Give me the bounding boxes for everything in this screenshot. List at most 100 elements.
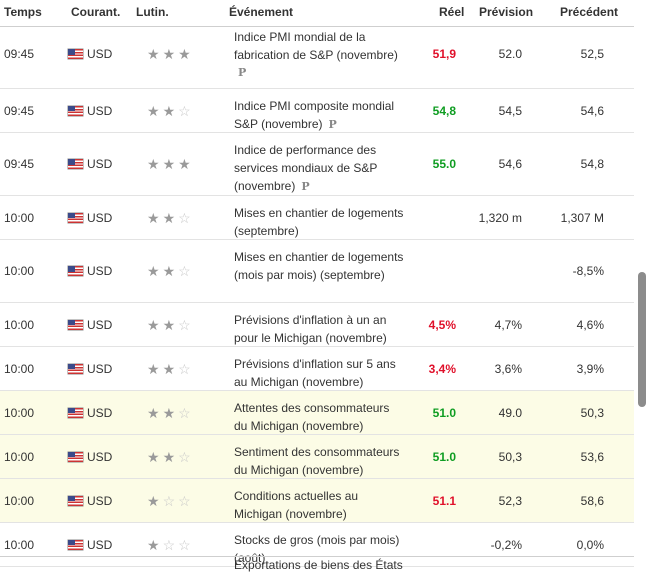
event-name-text[interactable]: Sentiment des consommateurs du Michigan … (234, 445, 400, 477)
star-icon: ★ (147, 536, 160, 553)
currency-code: USD (87, 157, 113, 171)
header-currency[interactable]: Courant. (71, 5, 121, 19)
event-forecast: 1,320 m (478, 210, 522, 225)
event-actual: 51.0 (432, 405, 456, 420)
event-currency: USD (68, 89, 112, 132)
star-icon: ☆ (178, 263, 191, 279)
currency-code: USD (87, 361, 113, 376)
event-currency: USD (68, 347, 112, 390)
event-previous: 1,307 M (560, 210, 604, 225)
currency-code: USD (87, 493, 113, 508)
star-icon: ☆ (178, 448, 191, 465)
us-flag-icon (68, 266, 83, 276)
event-previous: 53,6 (580, 449, 604, 464)
event-name-text[interactable]: Indice PMI mondial de la fabrication de … (234, 30, 398, 62)
table-row[interactable]: 10:00 USD ★ ★ ☆ Prévisions d'inflation sur 5 … (0, 347, 634, 391)
star-icon: ★ (147, 316, 160, 333)
importance-stars: ★ ★ ☆ (147, 391, 194, 434)
event-name-text[interactable]: Mises en chantier de logements (septembr… (234, 206, 404, 238)
us-flag-icon (68, 363, 83, 374)
importance-stars: ★ ★ ★ (147, 20, 194, 88)
event-forecast: -0,2% (490, 537, 522, 552)
event-name[interactable]: Conditions actuelles au Michigan (novemb… (234, 479, 404, 531)
star-icon: ★ (162, 448, 176, 465)
event-previous: 54,8 (580, 157, 604, 171)
star-icon: ☆ (178, 102, 191, 119)
star-icon: ★ (147, 360, 160, 377)
importance-stars: ★ ★ ☆ (147, 435, 194, 478)
partial-next-row-event[interactable]: Exportations de biens des États (234, 558, 403, 572)
event-actual: 3,4% (428, 361, 456, 376)
us-flag-icon (68, 539, 83, 550)
table-row[interactable]: 10:00 USD ★ ★ ☆ Prévisions d'inflation à un a… (0, 303, 634, 347)
star-icon: ★ (162, 263, 176, 279)
event-time: 10:00 (4, 493, 35, 508)
economic-calendar-table: 09:45 USD ★ ★ ★ Indice PMI mondial de la fabr… (0, 20, 634, 567)
event-name-text[interactable]: Prévisions d'inflation sur 5 ans au Mich… (234, 357, 396, 389)
event-name-text[interactable]: Indice de performance des services mondi… (234, 143, 378, 193)
table-row[interactable]: 10:00 USD ★ ★ ☆ Attentes des consommateurs du… (0, 391, 634, 435)
event-name-text[interactable]: Conditions actuelles au Michigan (novemb… (234, 489, 359, 521)
event-currency: USD (68, 435, 112, 478)
scrollbar[interactable] (634, 0, 649, 565)
header-time[interactable]: Temps (4, 5, 42, 19)
star-icon: ★ (147, 404, 160, 421)
star-icon: ☆ (178, 536, 191, 553)
event-name-text[interactable]: Stocks de gros (mois par mois) (août) (234, 533, 400, 565)
event-name[interactable]: Attentes des consommateurs du Michigan (… (234, 391, 404, 443)
scrollbar-thumb[interactable] (638, 272, 646, 407)
table-row[interactable]: 10:00 USD ★ ★ ☆ Mises en chantier de logement… (0, 240, 634, 303)
event-currency: USD (68, 196, 112, 239)
importance-stars: ★ ★ ☆ (147, 240, 194, 302)
table-row[interactable]: 09:45 USD ★ ★ ☆ Indice PMI composite mondial … (0, 89, 634, 133)
event-name[interactable]: Prévisions d'inflation sur 5 ans au Mich… (234, 347, 404, 399)
header-forecast[interactable]: Prévision (479, 5, 534, 19)
event-name[interactable]: Prévisions d'inflation à un an pour le M… (234, 303, 404, 355)
event-actual (404, 196, 456, 239)
event-time: 09:45 (4, 47, 35, 61)
star-icon: ★ (147, 492, 160, 509)
table-row[interactable]: 10:00 USD ★ ☆ ☆ Conditions actuelles au Michi… (0, 479, 634, 523)
event-currency: USD (68, 240, 112, 302)
event-forecast: 52.0 (498, 47, 522, 61)
event-forecast: 50,3 (498, 449, 522, 464)
event-name[interactable]: Stocks de gros (mois par mois) (août) (234, 523, 404, 575)
importance-stars: ★ ★ ☆ (147, 89, 194, 132)
us-flag-icon (68, 159, 83, 169)
event-name-text[interactable]: Attentes des consommateurs du Michigan (… (234, 401, 390, 433)
event-actual: 54,8 (432, 103, 456, 118)
table-row[interactable]: 10:00 USD ★ ★ ☆ Sentiment des consommateurs d… (0, 435, 634, 479)
event-name[interactable]: Sentiment des consommateurs du Michigan … (234, 435, 404, 487)
table-row[interactable]: 10:00 USD ★ ★ ☆ Mises en chantier de logement… (0, 196, 634, 240)
event-name[interactable]: Indice PMI composite mondial S&P (novemb… (234, 89, 404, 142)
event-name-text[interactable]: Prévisions d'inflation à un an pour le M… (234, 313, 387, 345)
event-time: 09:45 (4, 157, 35, 171)
star-icon: ☆ (178, 360, 191, 377)
header-importance[interactable]: Lutin. (136, 5, 169, 19)
event-name[interactable]: Mises en chantier de logements (mois par… (234, 240, 404, 292)
importance-stars: ★ ☆ ☆ (147, 523, 194, 566)
header-previous[interactable]: Précédent (560, 5, 619, 19)
header-event[interactable]: Événement (229, 5, 294, 19)
star-icon: ★ (162, 46, 176, 62)
currency-code: USD (87, 537, 113, 552)
event-forecast: 54,6 (498, 157, 522, 171)
event-name-text[interactable]: Mises en chantier de logements (mois par… (234, 250, 404, 282)
event-name-text[interactable]: Indice PMI composite mondial S&P (novemb… (234, 99, 395, 131)
event-name[interactable]: Indice PMI mondial de la fabrication de … (234, 20, 404, 90)
star-icon: ☆ (162, 536, 176, 553)
table-row[interactable]: 09:45 USD ★ ★ ★ Indice PMI mondial de la fabr… (0, 20, 634, 89)
event-currency: USD (68, 523, 112, 566)
star-icon: ☆ (162, 492, 176, 509)
event-time: 10:00 (4, 210, 35, 225)
event-name[interactable]: Indice de performance des services mondi… (234, 133, 404, 204)
table-row[interactable]: 09:45 USD ★ ★ ★ Indice de performance des ser… (0, 133, 634, 196)
event-name[interactable]: Mises en chantier de logements (septembr… (234, 196, 404, 248)
currency-code: USD (87, 210, 113, 225)
event-actual: 51.0 (432, 449, 456, 464)
header-actual[interactable]: Réel (439, 5, 465, 19)
currency-code: USD (87, 449, 113, 464)
table-row[interactable]: 10:00 USD ★ ☆ ☆ Stocks de gros (mois par mois… (0, 523, 634, 567)
currency-code: USD (87, 264, 113, 278)
us-flag-icon (68, 495, 83, 506)
